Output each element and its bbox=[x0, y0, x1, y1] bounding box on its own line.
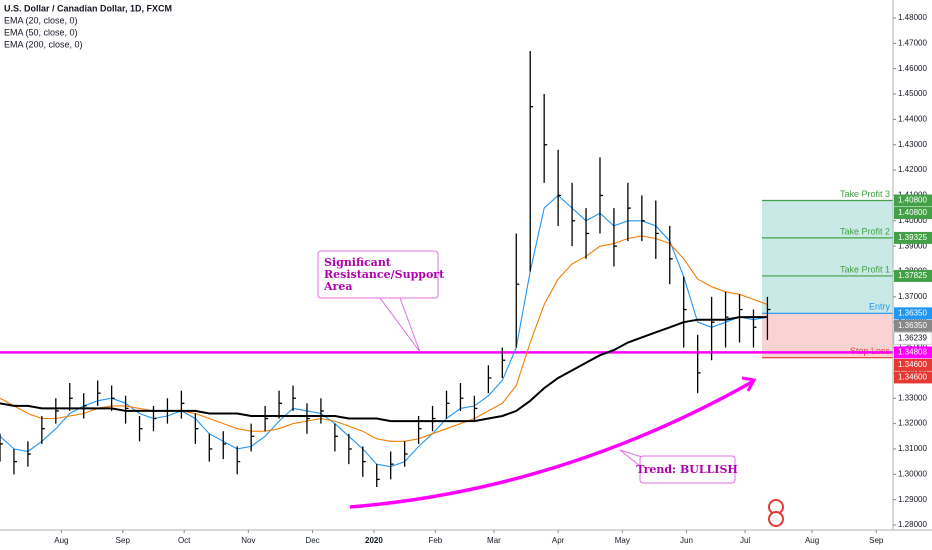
x-tick-label: Sep bbox=[116, 536, 131, 545]
ema-line bbox=[0, 235, 768, 442]
level-label: Entry bbox=[869, 302, 891, 312]
x-tick-label: Mar bbox=[487, 536, 501, 545]
ema-line bbox=[0, 316, 768, 423]
price-tag-label: 1.40800 bbox=[898, 208, 927, 217]
level-label: Stop Loss bbox=[850, 346, 891, 356]
y-tick-label: 1.29000 bbox=[898, 495, 927, 504]
annotation-text: Resistance/Support bbox=[324, 268, 445, 281]
annotation-box bbox=[317, 250, 439, 299]
y-tick-label: 1.28000 bbox=[898, 520, 927, 529]
price-tag bbox=[894, 194, 932, 207]
price-tag bbox=[894, 358, 932, 371]
x-tick-label: Jun bbox=[680, 536, 693, 545]
x-tick-label: May bbox=[615, 536, 630, 545]
y-tick-label: 1.30000 bbox=[898, 469, 927, 478]
level-label: Take Profit 3 bbox=[840, 189, 890, 199]
loss-zone bbox=[762, 313, 893, 358]
y-tick-label: 1.37000 bbox=[898, 292, 927, 301]
x-tick-label: Jul bbox=[740, 536, 750, 545]
price-tag bbox=[893, 331, 932, 345]
x-tick-label: Oct bbox=[178, 536, 191, 545]
y-tick-label: 1.42000 bbox=[898, 165, 927, 174]
x-tick-label: Aug bbox=[54, 536, 68, 545]
trend-arrow bbox=[349, 380, 753, 509]
x-tick-label: Apr bbox=[552, 536, 565, 545]
y-tick-label: 1.44000 bbox=[898, 115, 927, 124]
price-tag-label: 1.36350 bbox=[898, 321, 927, 330]
price-tag-label: 1.40800 bbox=[898, 196, 927, 205]
annotation-box bbox=[639, 455, 736, 484]
legend-entry: EMA (200, close, 0) bbox=[4, 39, 83, 49]
chart-title: U.S. Dollar / Canadian Dollar, 1D, FXCM bbox=[4, 3, 172, 13]
price-tag-label: 1.36239 bbox=[898, 333, 927, 342]
ema-line bbox=[0, 194, 768, 468]
price-tag-label: 1.34600 bbox=[898, 373, 927, 382]
legend-entry: EMA (20, close, 0) bbox=[4, 15, 78, 25]
x-tick-label: Aug bbox=[805, 536, 819, 545]
price-tag-label: 1.34808 bbox=[898, 348, 927, 357]
profit-zone bbox=[762, 200, 893, 314]
y-tick-label: 1.39000 bbox=[898, 241, 927, 250]
annotation-text: Significant bbox=[324, 256, 392, 269]
legend-entry: EMA (50, close, 0) bbox=[4, 27, 78, 37]
x-tick-label: Feb bbox=[428, 536, 442, 545]
price-tag bbox=[894, 269, 932, 282]
level-label: Take Profit 2 bbox=[840, 226, 890, 236]
level-label: Take Profit 1 bbox=[840, 264, 890, 274]
x-tick-label: 2020 bbox=[365, 536, 383, 545]
y-tick-label: 1.33000 bbox=[898, 393, 927, 402]
price-tag bbox=[894, 346, 932, 359]
x-tick-label: Dec bbox=[305, 536, 319, 545]
price-tag-label: 1.37825 bbox=[898, 271, 927, 280]
x-tick-label: Nov bbox=[241, 536, 255, 545]
logo-icon bbox=[768, 511, 784, 527]
price-tag-label: 1.34600 bbox=[898, 360, 927, 369]
price-tag-label: 1.39325 bbox=[898, 233, 927, 242]
y-tick-label: 1.32000 bbox=[898, 419, 927, 428]
price-tag bbox=[894, 231, 932, 244]
y-tick-label: 1.45000 bbox=[898, 89, 927, 98]
y-tick-label: 1.47000 bbox=[898, 38, 927, 47]
trend-arrow-head bbox=[741, 376, 757, 392]
x-tick-label: Sep bbox=[869, 536, 884, 545]
y-tick-label: 1.40000 bbox=[898, 216, 927, 225]
price-tag bbox=[894, 319, 932, 332]
y-tick-label: 1.46000 bbox=[898, 64, 927, 73]
price-tag bbox=[894, 307, 932, 320]
annotation-text: Area bbox=[323, 280, 352, 293]
y-tick-label: 1.31000 bbox=[898, 444, 927, 453]
annotation-text: Trend: BULLISH bbox=[636, 463, 738, 476]
callout-pointer bbox=[379, 297, 421, 353]
price-tag bbox=[894, 207, 932, 220]
y-tick-label: 1.43000 bbox=[898, 140, 927, 149]
price-tag-label: 1.36350 bbox=[898, 308, 927, 317]
price-tag bbox=[894, 371, 932, 384]
y-tick-label: 1.48000 bbox=[898, 13, 927, 22]
